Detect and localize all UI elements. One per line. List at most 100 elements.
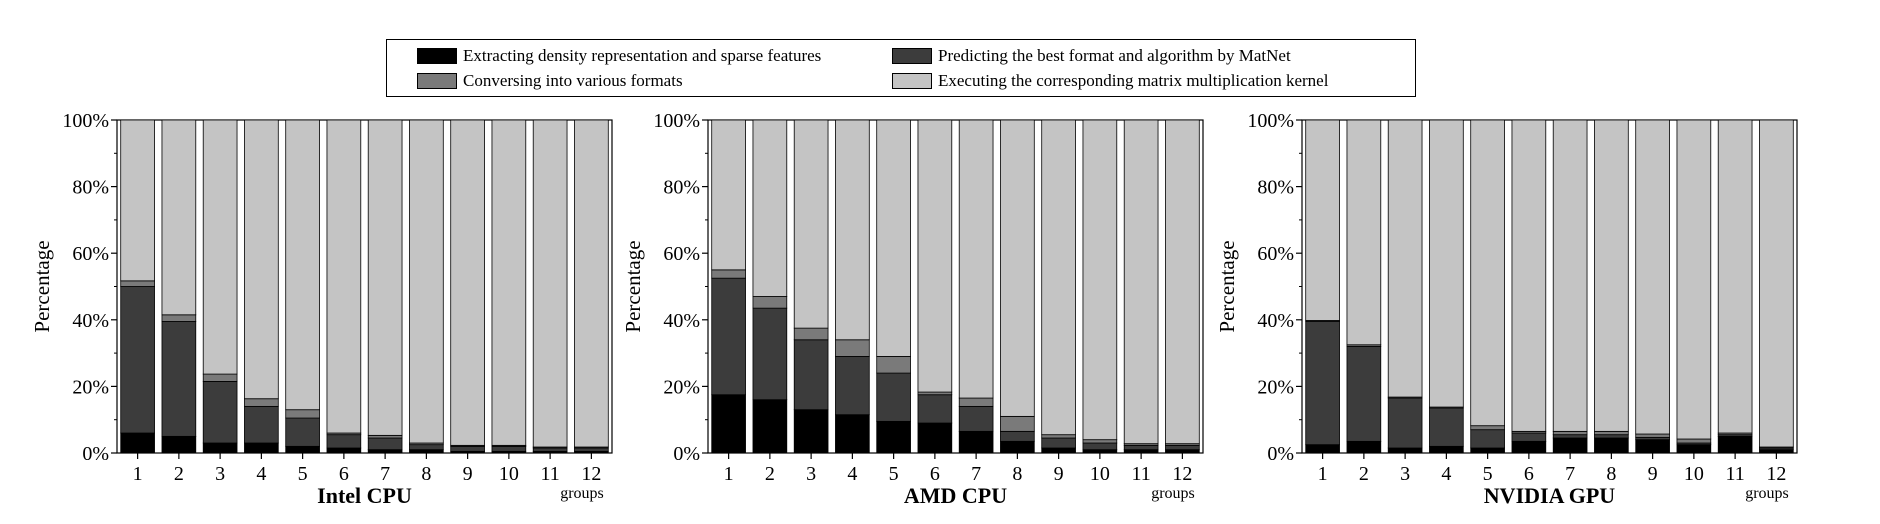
x-tick-label: 11 — [1725, 463, 1744, 485]
x-tick-label: 8 — [1606, 463, 1616, 485]
x-tick-label: 6 — [1524, 463, 1534, 485]
bar-segment-extract — [1759, 449, 1794, 454]
y-tick-label: 60% — [1257, 243, 1294, 265]
bar-segment-execute — [1717, 119, 1753, 434]
bar-segment-predict — [917, 394, 953, 424]
y-tick-label: 80% — [663, 177, 700, 199]
bar-segment-execute — [1387, 119, 1423, 398]
bar-segment-predict — [1346, 346, 1382, 442]
bar-segment-extract — [1429, 445, 1464, 454]
bar-segment-extract — [285, 445, 320, 454]
x-tick-label: 4 — [847, 463, 857, 485]
bar-segment-convert — [1000, 415, 1035, 432]
bar-segment-extract — [1552, 437, 1588, 454]
y-axis-label: Percentage — [1215, 240, 1239, 332]
y-tick-label: 100% — [653, 110, 700, 132]
bar-segment-predict — [1165, 444, 1200, 451]
x-tick-label: 12 — [1766, 463, 1786, 485]
bar-segment-execute — [1470, 119, 1505, 427]
bar-segment-execute — [1305, 119, 1340, 321]
bar-segment-execute — [1346, 119, 1382, 346]
y-tick-label: 20% — [1257, 376, 1294, 398]
bar-segment-extract — [409, 449, 444, 454]
bar-segment-extract — [367, 449, 403, 454]
bar-segment-predict — [244, 405, 279, 444]
x-tick-label: 12 — [581, 463, 601, 485]
bar-segment-execute — [244, 119, 279, 400]
y-tick-label: 40% — [663, 310, 700, 332]
bar-segment-extract — [1165, 449, 1200, 454]
y-tick-label: 60% — [72, 243, 109, 265]
bar-segment-extract — [1305, 444, 1340, 454]
x-tick-label: 1 — [724, 463, 734, 485]
x-tick-label: 3 — [806, 463, 816, 485]
x-tick-label: 10 — [1090, 463, 1110, 485]
bar-segment-execute — [835, 119, 870, 341]
bar-segment-execute — [285, 119, 320, 411]
bar-segment-extract — [1387, 447, 1423, 454]
bar-segment-execute — [326, 119, 362, 434]
bar-segment-predict — [285, 417, 320, 447]
bar-segment-predict — [161, 321, 197, 437]
legend-label-extract: Extracting density representation and sp… — [463, 46, 822, 65]
chart-title: AMD CPU — [904, 483, 1007, 508]
x-tick-label: 10 — [1684, 463, 1704, 485]
bar-segment-execute — [917, 119, 953, 393]
bar-segment-execute — [958, 119, 994, 399]
bar-segment-execute — [793, 119, 829, 329]
bar-segment-convert — [752, 296, 788, 309]
bar-segment-predict — [1594, 434, 1629, 439]
x-tick-label: 9 — [1054, 463, 1064, 485]
bar-segment-predict — [1429, 407, 1464, 447]
bar-segment-execute — [202, 119, 238, 375]
bar-segment-execute — [1165, 119, 1200, 445]
x-tick-label: 5 — [889, 463, 899, 485]
x-tick-label: 7 — [380, 463, 390, 485]
x-tick-label: 11 — [1131, 463, 1150, 485]
x-tick-label: 5 — [1483, 463, 1493, 485]
bar-segment-execute — [1511, 119, 1547, 432]
bar-segment-predict — [1305, 321, 1340, 446]
bar-segment-convert — [711, 269, 746, 279]
x-axis-label: groups — [1745, 485, 1789, 502]
y-tick-label: 80% — [1257, 177, 1294, 199]
y-tick-label: 0% — [82, 443, 109, 465]
x-tick-label: 2 — [1359, 463, 1369, 485]
bar-segment-execute — [120, 119, 155, 282]
y-tick-label: 100% — [1247, 110, 1294, 132]
bar-segment-convert — [161, 314, 197, 322]
bar-segment-predict — [1511, 432, 1547, 442]
bar-segment-extract — [202, 442, 238, 454]
bar-segment-extract — [1594, 437, 1629, 454]
x-tick-label: 9 — [1648, 463, 1658, 485]
x-tick-label: 3 — [215, 463, 225, 485]
chart-title: NVIDIA GPU — [1484, 483, 1616, 508]
x-tick-label: 12 — [1172, 463, 1192, 485]
x-tick-label: 7 — [1565, 463, 1575, 485]
bar-segment-extract — [958, 430, 994, 454]
bar-segment-extract — [1470, 447, 1505, 454]
bar-segment-convert — [793, 327, 829, 341]
bar-segment-predict — [752, 307, 788, 401]
bar-segment-convert — [876, 356, 911, 374]
y-tick-label: 60% — [663, 243, 700, 265]
bar-segment-execute — [161, 119, 197, 316]
x-tick-label: 6 — [339, 463, 349, 485]
bar-segment-execute — [491, 119, 527, 446]
y-axis-label: Percentage — [30, 240, 54, 332]
bar-segment-extract — [835, 414, 870, 454]
bar-segment-execute — [1123, 119, 1159, 445]
bar-segment-predict — [409, 444, 444, 451]
x-tick-label: 2 — [765, 463, 775, 485]
bar-segment-convert — [1635, 433, 1670, 438]
x-tick-label: 3 — [1400, 463, 1410, 485]
bar-segment-predict — [532, 447, 568, 452]
bar-segment-execute — [532, 119, 568, 448]
bar-segment-convert — [202, 373, 238, 382]
bar-segment-predict — [876, 372, 911, 422]
x-tick-label: 9 — [463, 463, 473, 485]
bar-segment-predict — [711, 277, 746, 396]
x-tick-label: 1 — [1318, 463, 1328, 485]
bar-segment-execute — [1082, 119, 1118, 441]
legend-label-predict: Predicting the best format and algorithm… — [938, 46, 1291, 65]
